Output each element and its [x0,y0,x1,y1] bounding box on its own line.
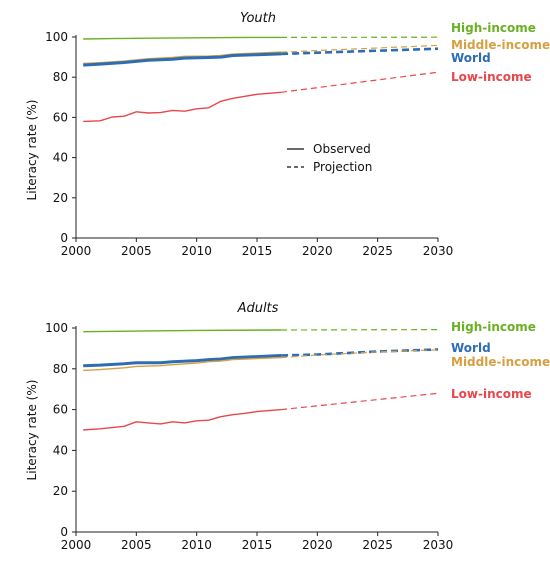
adults-x-tick-label: 2030 [423,538,454,552]
youth-y-tick-label: 60 [53,110,68,124]
youth-x-tick-label: 2015 [242,244,273,258]
adults-x-tick-label: 2005 [121,538,152,552]
youth-y-tick-label: 40 [53,151,68,165]
adults-y-axis-label: Literacy rate (%) [25,380,39,481]
adults-y-tick-label: 80 [53,362,68,376]
youth-lines [83,36,439,123]
adults-y-tick-label: 60 [53,403,68,417]
adults-world-projection-line [281,348,439,357]
youth-x-tick-label: 2010 [181,244,212,258]
adults-x-tick-label: 2025 [362,538,393,552]
adults-low-income-label: Low-income [451,387,532,401]
youth-middle-income-projection-line [281,44,439,53]
adults-low-income-projection-line [281,392,439,411]
youth-low-income-observed-line [83,91,282,123]
legend-projection-label: Projection [313,160,372,174]
adults-y-tick-label: 20 [53,484,68,498]
adults-middle-income-label: Middle-income [451,355,550,369]
adults-x-tick-label: 2000 [61,538,92,552]
youth-axes: 0 20 40 60 80 100 2000 2005 2010 2015 2020 2025 2030 [45,30,453,258]
line-style-legend: Observed Projection [287,142,372,174]
youth-y-tick-label: 0 [60,231,68,245]
youth-panel: Youth Literacy rate (%) 0 20 40 60 80 100 2000… [25,11,550,258]
adults-panel: Adults Literacy rate (%) 0 20 40 60 80 100 200… [25,301,550,552]
youth-y-tick-label: 80 [53,70,68,84]
adults-y-tick-label: 40 [53,443,68,457]
youth-y-axis-label: Literacy rate (%) [25,100,39,201]
adults-axes: 0 20 40 60 80 100 2000 2005 2010 2015 2020 2025 2030 [45,321,453,552]
youth-world-label: World [451,51,491,65]
adults-y-tick-label: 0 [60,525,68,539]
youth-x-tick-label: 2025 [362,244,393,258]
youth-x-tick-label: 2030 [423,244,454,258]
adults-middle-income-observed-line [83,356,282,372]
adults-high-income-label: High-income [451,320,536,334]
adults-x-tick-label: 2015 [242,538,273,552]
adults-x-tick-label: 2010 [181,538,212,552]
adults-world-label: World [451,341,491,355]
youth-world-projection-line [281,47,439,56]
adults-high-income-observed-line [83,329,282,333]
youth-y-tick-label: 100 [45,30,68,44]
youth-world-observed-line [83,52,282,67]
youth-high-income-observed-line [83,36,282,40]
adults-world-observed-line [83,354,282,368]
youth-high-income-label: High-income [451,21,536,35]
adults-low-income-observed-line [83,408,282,431]
legend-observed-label: Observed [313,142,371,156]
youth-x-tick-label: 2000 [61,244,92,258]
youth-low-income-projection-line [281,71,439,93]
adults-lines [83,329,439,431]
youth-x-tick-label: 2005 [121,244,152,258]
youth-y-tick-label: 20 [53,191,68,205]
adults-x-tick-label: 2020 [302,538,333,552]
youth-low-income-label: Low-income [451,70,532,84]
adults-title: Adults [237,301,279,316]
youth-middle-income-label: Middle-income [451,38,550,52]
youth-x-tick-label: 2020 [302,244,333,258]
youth-title: Youth [240,11,276,26]
adults-y-tick-label: 100 [45,321,68,335]
